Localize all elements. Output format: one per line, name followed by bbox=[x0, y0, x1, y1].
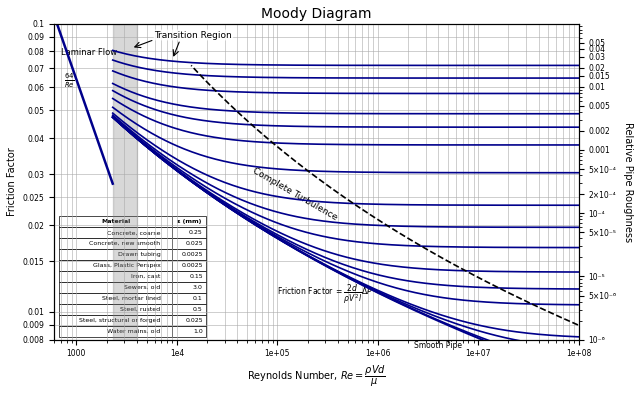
X-axis label: Reynolds Number, $Re = \dfrac{\rho V d}{\mu}$: Reynolds Number, $Re = \dfrac{\rho V d}{… bbox=[247, 364, 386, 389]
Text: Friction Factor $= \dfrac{2d}{\rho V^2 l} \Delta P$: Friction Factor $= \dfrac{2d}{\rho V^2 l… bbox=[277, 282, 373, 306]
Text: Complete Turbulence: Complete Turbulence bbox=[251, 166, 339, 222]
Title: Moody Diagram: Moody Diagram bbox=[261, 7, 372, 21]
Text: $\frac{64}{Re}$: $\frac{64}{Re}$ bbox=[64, 72, 75, 90]
Y-axis label: Relative Pipe Roughness: Relative Pipe Roughness bbox=[623, 122, 633, 242]
Text: Smooth Pipe: Smooth Pipe bbox=[414, 341, 462, 350]
Text: Laminar Flow: Laminar Flow bbox=[61, 48, 117, 57]
Text: Transition Region: Transition Region bbox=[154, 30, 232, 40]
Bar bbox=[113, 23, 137, 340]
Y-axis label: Friction Factor: Friction Factor bbox=[7, 147, 17, 216]
